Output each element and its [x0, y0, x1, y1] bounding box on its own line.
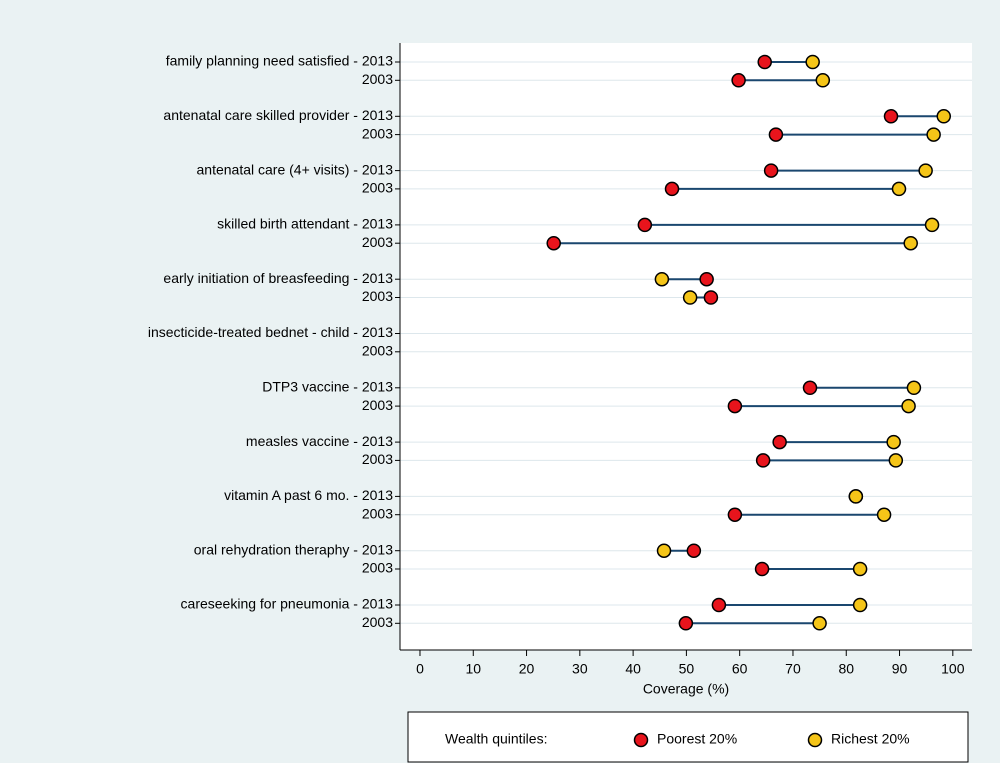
y-tick-label: 2003: [362, 288, 393, 304]
dot: [903, 235, 918, 251]
y-tick-label: insecticide-treated bednet - child - 201…: [148, 324, 393, 340]
y-tick-label: family planning need satisfied - 2013: [166, 53, 393, 69]
legend-title: Wealth quintiles:: [445, 731, 547, 747]
y-tick-label: vitamin A past 6 mo. - 2013: [224, 487, 393, 503]
dot: [888, 453, 904, 468]
y-tick-label: 2003: [362, 505, 393, 521]
dot: [727, 398, 743, 414]
y-tick-label: 2003: [362, 614, 393, 630]
dot: [852, 597, 868, 613]
y-tick-label: DTP3 vaccine - 2013: [262, 379, 393, 395]
x-tick-label: 40: [625, 661, 641, 677]
legend-marker: [633, 732, 649, 748]
y-tick-label: 2003: [362, 71, 393, 87]
dot: [656, 543, 672, 558]
dot: [699, 271, 714, 287]
y-tick-label: 2003: [362, 451, 393, 467]
dot: [654, 271, 670, 287]
dot: [678, 616, 694, 631]
dot: [852, 561, 868, 577]
y-tick-label: antenatal care (4+ visits) - 2013: [197, 161, 394, 177]
dot: [901, 398, 916, 414]
dot: [755, 453, 771, 468]
x-tick-label: 20: [519, 661, 535, 677]
y-tick-label: early initiation of breasfeeding - 2013: [163, 270, 393, 286]
x-tick-label: 80: [838, 661, 854, 677]
x-tick-label: 90: [892, 661, 908, 677]
dot: [926, 127, 941, 142]
dot: [936, 109, 952, 124]
dot: [848, 489, 864, 504]
y-tick-label: 2003: [362, 343, 393, 359]
dot: [891, 181, 907, 197]
dot: [802, 380, 818, 396]
x-tick-label: 100: [941, 661, 965, 677]
dot: [763, 163, 779, 178]
dot: [906, 380, 922, 396]
dot: [637, 217, 653, 233]
dot: [546, 235, 561, 251]
x-tick-label: 50: [679, 661, 695, 677]
y-tick-label: 2003: [362, 560, 393, 576]
dot: [805, 54, 820, 70]
legend-label: Richest 20%: [831, 731, 910, 747]
dot: [768, 127, 784, 142]
y-tick-label: skilled birth attendant - 2013: [217, 216, 393, 232]
y-tick-label: 2003: [362, 125, 393, 141]
dot: [727, 507, 743, 522]
dot: [876, 507, 892, 522]
dot: [754, 561, 770, 577]
dot: [886, 434, 901, 450]
y-tick-label: 2003: [362, 397, 393, 413]
y-tick-label: careseeking for pneumonia - 2013: [181, 596, 394, 612]
dot: [772, 434, 787, 450]
plot-area: [400, 43, 972, 650]
dot: [682, 290, 698, 305]
legend-marker: [807, 732, 823, 748]
y-tick-label: 2003: [362, 180, 393, 196]
y-tick-label: antenatal care skilled provider - 2013: [163, 107, 393, 123]
legend-box: [407, 711, 969, 763]
dot: [918, 163, 933, 178]
dot: [703, 290, 719, 305]
dot: [815, 73, 831, 88]
y-tick-label: measles vaccine - 2013: [246, 433, 393, 449]
x-tick-label: 60: [732, 661, 748, 677]
x-axis-label: Coverage (%): [643, 681, 729, 697]
dot: [664, 181, 680, 197]
dot: [924, 217, 940, 233]
dot: [731, 73, 746, 88]
legend-label: Poorest 20%: [657, 731, 737, 747]
x-tick-label: 30: [572, 661, 588, 677]
y-tick-label: oral rehydration theraphy - 2013: [194, 541, 393, 557]
dot: [757, 54, 772, 70]
dot: [686, 543, 702, 558]
dot: [711, 597, 727, 613]
y-tick-label: 2003: [362, 234, 393, 250]
x-tick-label: 0: [416, 661, 424, 677]
dot: [883, 109, 899, 124]
x-tick-label: 70: [785, 661, 801, 677]
x-tick-label: 10: [465, 661, 481, 677]
dot: [812, 616, 827, 631]
